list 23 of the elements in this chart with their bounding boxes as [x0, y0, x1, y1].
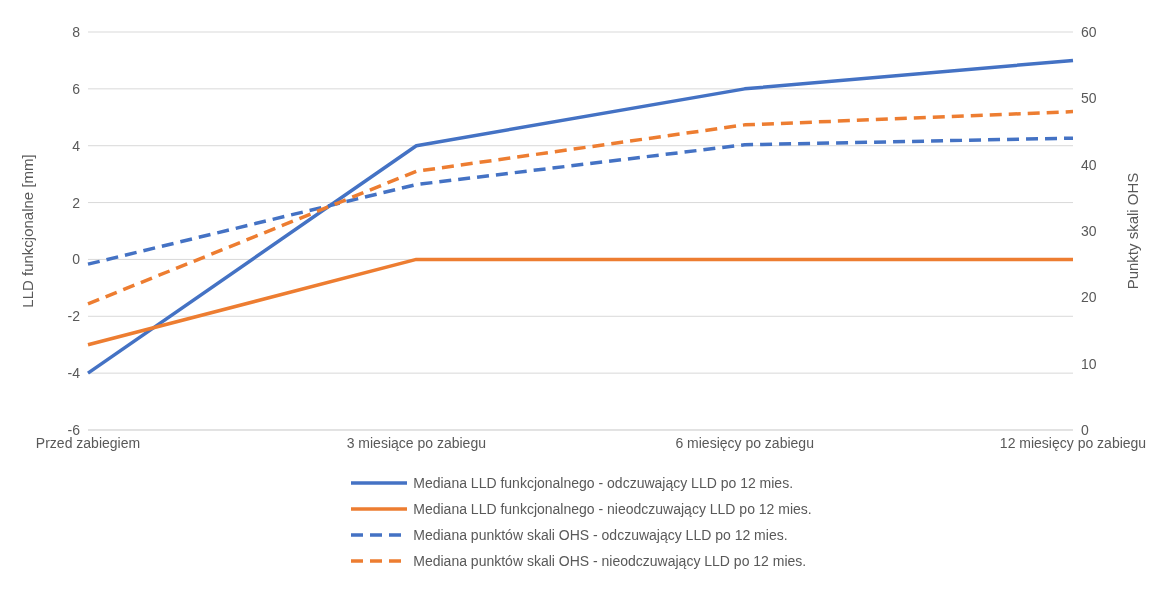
y2-tick-label: 60 — [1081, 23, 1097, 40]
y-tick-label: -4 — [67, 365, 81, 382]
y-tick-label: 6 — [72, 80, 81, 97]
legend-label: Mediana punktów skali OHS - nieodczuwający LLD po 12 mies. — [413, 553, 807, 569]
x-tick-label: 3 miesiące po zabiegu — [346, 434, 486, 451]
legend-label: Mediana LLD funkcjonalnego - odczuwający LLD po 12 mies. — [413, 475, 794, 491]
y-axis-title: LLD funkcjonalne [mm] — [19, 154, 37, 308]
y2-axis-title: Punkty skali OHS — [1124, 172, 1142, 290]
legend-label: Mediana LLD funkcjonalnego - nieodczuwający LLD po 12 mies. — [413, 501, 812, 517]
y-tick-label: 2 — [72, 194, 81, 211]
line-series — [86, 58, 1075, 375]
y-tick-label: 4 — [72, 137, 81, 154]
x-tick-label: 6 miesięcy po zabiegu — [675, 434, 814, 451]
y-tick-label: 0 — [72, 251, 81, 268]
y-tick-label: -2 — [67, 308, 81, 325]
y2-tick-label: 30 — [1081, 222, 1097, 239]
y-tick-label: 8 — [72, 23, 81, 40]
y2-tick-label: 20 — [1081, 289, 1097, 306]
legend-label: Mediana punktów skali OHS - odczuwający LLD po 12 mies. — [413, 527, 788, 543]
y2-tick-label: 40 — [1081, 156, 1097, 173]
y2-tick-label: 50 — [1081, 90, 1097, 107]
line-series — [86, 109, 1075, 306]
y2-tick-label: 10 — [1081, 355, 1097, 372]
